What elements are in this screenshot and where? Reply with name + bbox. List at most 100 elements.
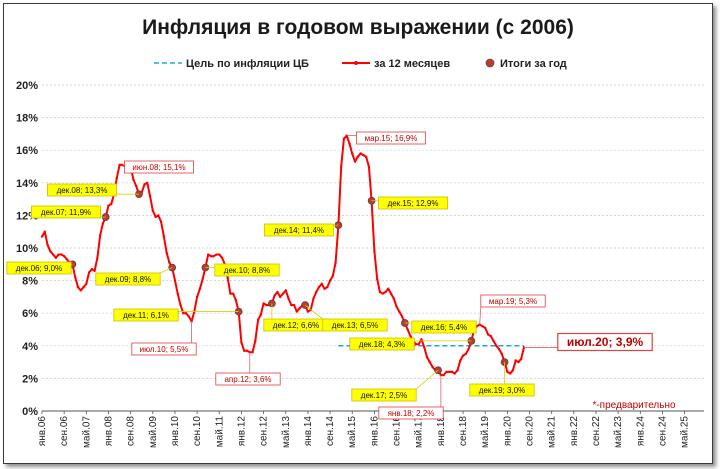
monthly-point [298,307,301,310]
x-tick-label: янв.12 [236,416,247,447]
annotation-label: дек.06; 9,0% [16,264,62,273]
annotation-box [411,320,477,334]
monthly-point [362,153,365,157]
x-tick-label: янв.20 [502,416,513,447]
monthly-point [234,298,238,302]
monthly-point [226,276,229,279]
annotation-box [95,272,161,286]
monthly-point [182,312,185,315]
annotation: дек.08; 13,3% [47,183,139,197]
monthly-point [400,315,404,318]
monthly-point [148,194,152,198]
monthly-point [198,287,202,290]
annotation-box [469,383,535,397]
monthly-point [492,339,495,343]
monthly-point [339,165,343,168]
annotation: дек.16; 5,4% [404,320,477,334]
monthly-point [284,289,287,292]
annotation-leader [479,306,482,325]
annotation: июл.20; 3,9% [523,332,653,352]
annotation-label: янв.18; 2,2% [388,409,435,418]
x-tick-label: сен.12 [259,416,270,446]
annotation: дек.13; 6,5% [304,304,388,332]
annotation: дек.17; 2,5% [351,369,439,402]
monthly-point [51,253,55,256]
monthly-point [62,254,66,258]
monthly-point [486,333,490,336]
monthly-point [154,215,157,219]
x-tick-label: май.25 [680,416,691,448]
monthly-point [101,222,105,225]
x-tick-label: сен.22 [591,416,602,446]
annotation-box [47,183,117,197]
monthly-point [334,261,337,264]
x-tick-label: май.15 [347,416,358,448]
annotation-box [356,131,426,145]
legend: Цель по инфляции ЦБ за 12 месяцев Итоги … [154,58,567,70]
y-tick-label: 10% [16,243,38,255]
annotation-box [349,337,415,351]
monthly-point [57,253,60,256]
monthly-point [254,339,257,343]
annotation-box [215,372,281,386]
monthly-point [326,285,329,289]
monthly-point [134,184,138,188]
monthly-point [229,292,232,295]
annotation-label: дек.09; 8,8% [105,275,151,284]
x-tick-label: янв.10 [170,416,181,447]
monthly-point [96,256,99,259]
monthly-point [398,310,401,313]
x-tick-label: сен.10 [192,416,203,446]
monthly-point [442,373,445,377]
monthly-point [425,356,429,359]
annotation: дек.06; 9,0% [6,261,73,275]
monthly-point [351,152,354,155]
monthly-point [373,250,376,253]
annotation: дек.11; 6,1% [113,308,239,322]
monthly-point [428,360,431,364]
annotation-label: дек.13; 6,5% [332,321,378,330]
monthly-point [453,372,456,375]
annotation-label: дек.14; 11,4% [274,226,324,235]
monthly-point [60,253,63,256]
annotation-box [124,160,194,174]
annotations: дек.06; 9,0% дек.07; 11,9% дек.08; 13,3% ию… [6,131,653,420]
monthly-point [508,372,512,375]
monthly-point [481,325,484,328]
annotation-label: дек.17; 2,5% [361,391,407,400]
annotation-label: дек.07; 11,9% [41,208,91,217]
monthly-point [162,235,166,238]
monthly-series [40,134,526,377]
monthly-point [74,276,77,279]
monthly-point [265,303,268,307]
monthly-point [328,279,332,282]
grid [41,84,704,414]
monthly-point [168,261,171,264]
monthly-point [387,287,390,290]
monthly-point [279,295,282,299]
monthly-point [392,297,395,300]
monthly-point [389,292,393,295]
annotation-box [378,406,444,420]
monthly-point [256,318,260,321]
annotation-label: дек.11; 6,1% [123,311,169,320]
monthly-point [409,334,412,338]
legend-monthly-marker [354,61,358,65]
annotation: дек.15; 12,9% [371,196,448,210]
monthly-point [375,277,379,281]
monthly-point [262,302,265,305]
monthly-point [312,297,315,300]
monthly-point [207,253,210,256]
annotation-label: апр.12; 3,6% [224,375,271,384]
annotation: янв.18; 2,2% [378,375,444,420]
monthly-point [417,342,420,346]
monthly-point [173,279,177,282]
monthly-point [231,292,235,295]
monthly-point [212,254,215,258]
x-tick-label: май.23 [613,416,624,448]
monthly-point [65,258,69,261]
monthly-point [414,342,418,346]
monthly-point [287,297,290,300]
x-tick-label: янв.08 [103,416,114,447]
monthly-point [506,370,509,374]
